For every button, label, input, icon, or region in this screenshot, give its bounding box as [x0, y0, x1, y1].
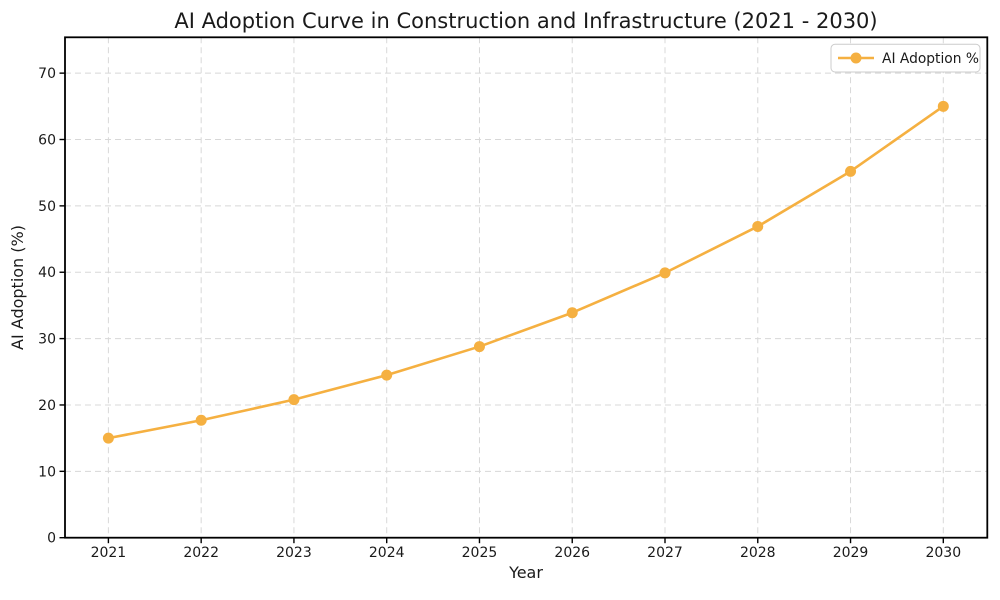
- x-axis-label: Year: [508, 563, 543, 582]
- y-tick-label: 20: [38, 398, 56, 414]
- data-line: [107, 105, 945, 440]
- chart-title: AI Adoption Curve in Construction and In…: [174, 9, 877, 33]
- gridlines: [65, 37, 988, 538]
- data-point: [288, 394, 300, 406]
- axis-tick-labels: 2021 2022 2023 2024 2025 2026 2027 2028 2029 2030…: [38, 66, 961, 561]
- y-tick-label: 40: [38, 265, 56, 281]
- y-tick-label: 60: [38, 133, 56, 149]
- x-tick-label: 2021: [91, 545, 127, 561]
- series-group: [102, 100, 949, 444]
- x-tick-label: 2025: [462, 545, 498, 561]
- x-tick-label: 2024: [369, 545, 405, 561]
- data-point: [473, 341, 485, 353]
- x-tick-label: 2023: [276, 545, 312, 561]
- x-tick-label: 2022: [183, 545, 219, 561]
- data-point: [381, 369, 393, 381]
- y-tick-label: 30: [38, 332, 56, 348]
- data-point: [566, 307, 578, 319]
- y-tick-label: 10: [38, 464, 56, 480]
- legend-marker-icon: [850, 52, 862, 64]
- y-axis-label: AI Adoption (%): [8, 225, 27, 350]
- data-point: [659, 267, 671, 279]
- data-point: [195, 414, 207, 426]
- legend: AI Adoption %: [830, 43, 981, 73]
- x-tick-label: 2028: [740, 545, 776, 561]
- y-tick-label: 50: [38, 199, 56, 215]
- x-tick-label: 2030: [925, 545, 961, 561]
- plot-border: [64, 36, 989, 539]
- data-point: [752, 220, 764, 232]
- legend-box: [830, 43, 981, 73]
- x-tick-label: 2027: [647, 545, 683, 561]
- axis-ticks: [59, 72, 944, 544]
- data-point: [102, 432, 114, 444]
- x-tick-label: 2029: [833, 545, 869, 561]
- data-point: [937, 100, 949, 112]
- legend-label: AI Adoption %: [882, 51, 979, 67]
- y-tick-label: 70: [38, 66, 56, 82]
- x-tick-label: 2026: [554, 545, 590, 561]
- data-point: [845, 165, 857, 177]
- y-tick-label: 0: [47, 531, 56, 547]
